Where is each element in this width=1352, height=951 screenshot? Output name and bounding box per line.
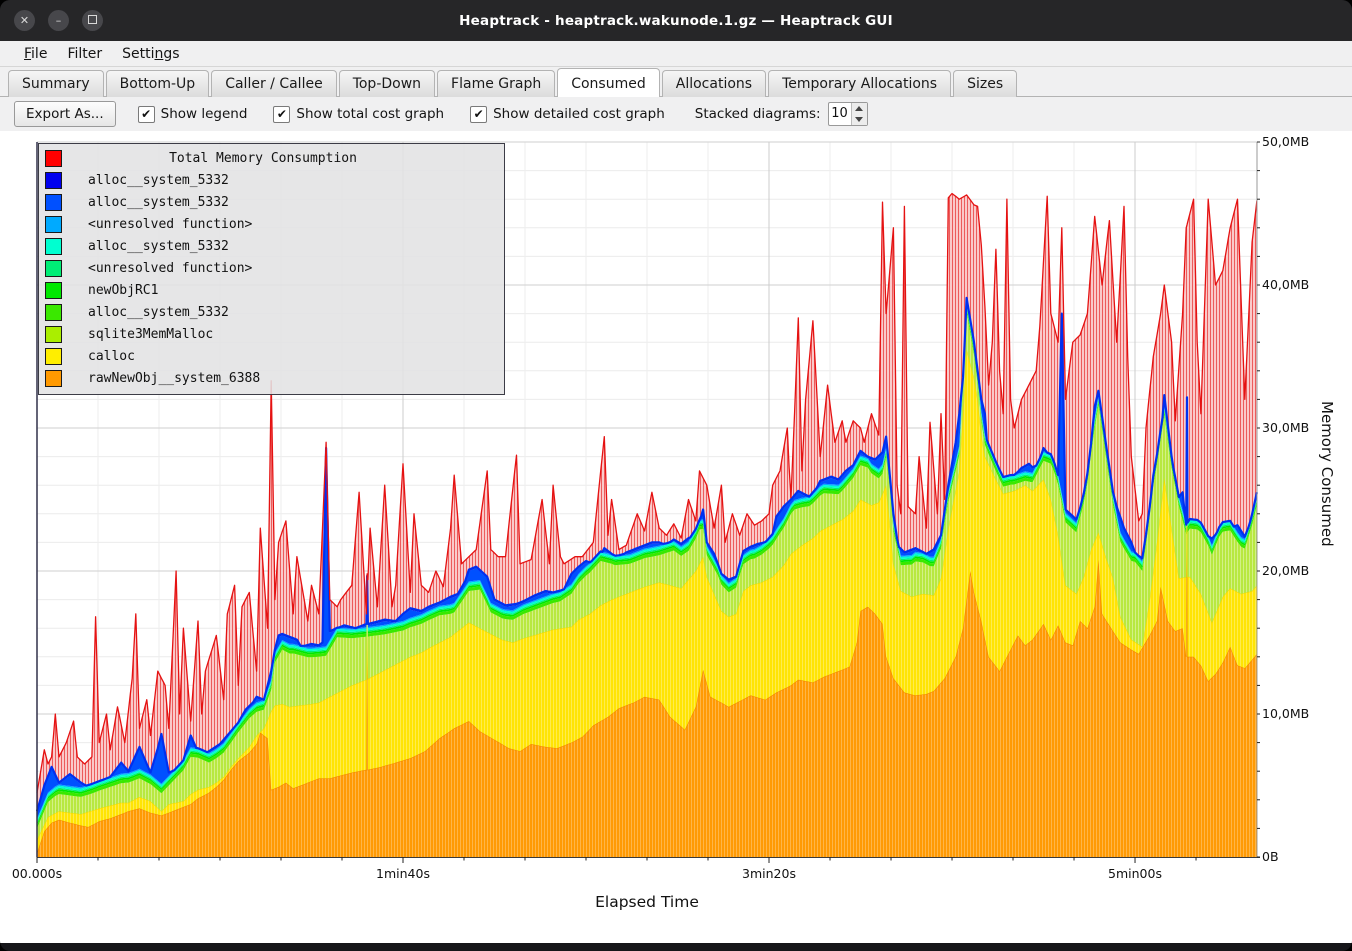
x-tick-label: 5min00s bbox=[1090, 866, 1180, 881]
export-as-button[interactable]: Export As... bbox=[14, 101, 116, 127]
window-controls: ✕ – bbox=[14, 0, 103, 41]
checkbox-label: Show total cost graph bbox=[296, 106, 444, 122]
tab-allocations[interactable]: Allocations bbox=[662, 70, 766, 97]
checkbox-show-total-cost-graph[interactable]: ✔ Show total cost graph bbox=[273, 106, 444, 123]
legend-swatch-icon bbox=[45, 172, 62, 189]
legend-swatch-icon bbox=[45, 326, 62, 343]
checkbox-label: Show legend bbox=[161, 106, 248, 122]
tab-flame-graph[interactable]: Flame Graph bbox=[437, 70, 555, 97]
minimize-icon[interactable]: – bbox=[48, 10, 69, 31]
legend-item: alloc__system_5332 bbox=[39, 235, 504, 257]
legend-label: alloc__system_5332 bbox=[88, 239, 229, 254]
menu-filter[interactable]: Filter bbox=[57, 44, 112, 64]
legend-swatch-icon bbox=[45, 304, 62, 321]
legend-swatch-icon bbox=[45, 194, 62, 211]
legend-item: rawNewObj__system_6388 bbox=[39, 367, 504, 389]
tab-bottom-up[interactable]: Bottom-Up bbox=[106, 70, 210, 97]
legend-item: <unresolved function> bbox=[39, 257, 504, 279]
checkbox-label: Show detailed cost graph bbox=[493, 106, 665, 122]
legend-item: sqlite3MemMalloc bbox=[39, 323, 504, 345]
checkbox-group: ✔ Show legend ✔ Show total cost graph ✔ Show … bbox=[138, 106, 665, 123]
legend-swatch-icon bbox=[45, 216, 62, 233]
legend-swatch-icon bbox=[45, 238, 62, 255]
toolbar: Export As... ✔ Show legend ✔ Show total cos… bbox=[0, 97, 1352, 131]
title-bar: ✕ – Heaptrack - heaptrack.wakunode.1.gz … bbox=[0, 0, 1352, 41]
legend-swatch-icon bbox=[45, 282, 62, 299]
legend-title: Total Memory Consumption bbox=[62, 151, 464, 166]
legend-swatch-icon bbox=[45, 260, 62, 277]
tab-sizes[interactable]: Sizes bbox=[953, 70, 1017, 97]
y-tick-label: 50,0MB bbox=[1262, 134, 1326, 150]
tab-temporary-allocations[interactable]: Temporary Allocations bbox=[768, 70, 951, 97]
chart-legend: Total Memory Consumption alloc__system_53… bbox=[38, 143, 505, 395]
consumed-chart-panel: Total Memory Consumption alloc__system_53… bbox=[0, 131, 1352, 943]
legend-item: alloc__system_5332 bbox=[39, 301, 504, 323]
maximize-icon[interactable] bbox=[82, 10, 103, 31]
close-icon[interactable]: ✕ bbox=[14, 10, 35, 31]
tab-top-down[interactable]: Top-Down bbox=[339, 70, 435, 97]
window-title: Heaptrack - heaptrack.wakunode.1.gz — He… bbox=[0, 13, 1352, 29]
legend-label: <unresolved function> bbox=[88, 217, 252, 232]
checkbox-icon[interactable]: ✔ bbox=[273, 106, 290, 123]
legend-label: alloc__system_5332 bbox=[88, 305, 229, 320]
spinner-down-icon[interactable] bbox=[852, 114, 867, 125]
y-tick-label: 0B bbox=[1262, 849, 1326, 865]
legend-item: Total Memory Consumption bbox=[39, 147, 504, 169]
legend-item: alloc__system_5332 bbox=[39, 191, 504, 213]
checkbox-icon[interactable]: ✔ bbox=[470, 106, 487, 123]
legend-swatch-icon bbox=[45, 150, 62, 167]
menu-bar: FileFilterSettings bbox=[0, 41, 1352, 67]
y-tick-label: 30,0MB bbox=[1262, 420, 1326, 436]
legend-item: newObjRC1 bbox=[39, 279, 504, 301]
legend-label: newObjRC1 bbox=[88, 283, 158, 298]
x-axis-title: Elapsed Time bbox=[557, 893, 737, 911]
menu-settings[interactable]: Settings bbox=[112, 44, 189, 64]
y-tick-label: 20,0MB bbox=[1262, 563, 1326, 579]
app-window: ✕ – Heaptrack - heaptrack.wakunode.1.gz … bbox=[0, 0, 1352, 951]
legend-label: rawNewObj__system_6388 bbox=[88, 371, 260, 386]
menu-file[interactable]: File bbox=[14, 44, 57, 64]
spinner-up-icon[interactable] bbox=[852, 103, 867, 114]
tab-bar: SummaryBottom-UpCaller / CalleeTop-DownF… bbox=[0, 67, 1352, 97]
tab-caller-callee[interactable]: Caller / Callee bbox=[211, 70, 336, 97]
tab-summary[interactable]: Summary bbox=[8, 70, 104, 97]
legend-swatch-icon bbox=[45, 348, 62, 365]
spinner-arrows bbox=[851, 103, 867, 125]
stacked-diagrams-value[interactable]: 10 bbox=[829, 103, 851, 125]
y-axis-title: Memory Consumed bbox=[1318, 401, 1336, 731]
checkbox-show-detailed-cost-graph[interactable]: ✔ Show detailed cost graph bbox=[470, 106, 665, 123]
legend-item: calloc bbox=[39, 345, 504, 367]
x-tick-label: 1min40s bbox=[358, 866, 448, 881]
stacked-diagrams-group: Stacked diagrams: 10 bbox=[695, 102, 868, 126]
legend-label: alloc__system_5332 bbox=[88, 195, 229, 210]
stacked-diagrams-label: Stacked diagrams: bbox=[695, 106, 821, 122]
legend-label: alloc__system_5332 bbox=[88, 173, 229, 188]
legend-item: alloc__system_5332 bbox=[39, 169, 504, 191]
stacked-diagrams-spinner[interactable]: 10 bbox=[828, 102, 868, 126]
legend-label: <unresolved function> bbox=[88, 261, 252, 276]
tab-consumed[interactable]: Consumed bbox=[557, 68, 660, 97]
x-tick-label: 3min20s bbox=[724, 866, 814, 881]
checkbox-icon[interactable]: ✔ bbox=[138, 106, 155, 123]
legend-swatch-icon bbox=[45, 370, 62, 387]
y-tick-label: 10,0MB bbox=[1262, 706, 1326, 722]
legend-label: calloc bbox=[88, 349, 135, 364]
y-tick-label: 40,0MB bbox=[1262, 277, 1326, 293]
x-tick-label: 00.000s bbox=[0, 866, 82, 881]
legend-item: <unresolved function> bbox=[39, 213, 504, 235]
legend-label: sqlite3MemMalloc bbox=[88, 327, 213, 342]
checkbox-show-legend[interactable]: ✔ Show legend bbox=[138, 106, 248, 123]
